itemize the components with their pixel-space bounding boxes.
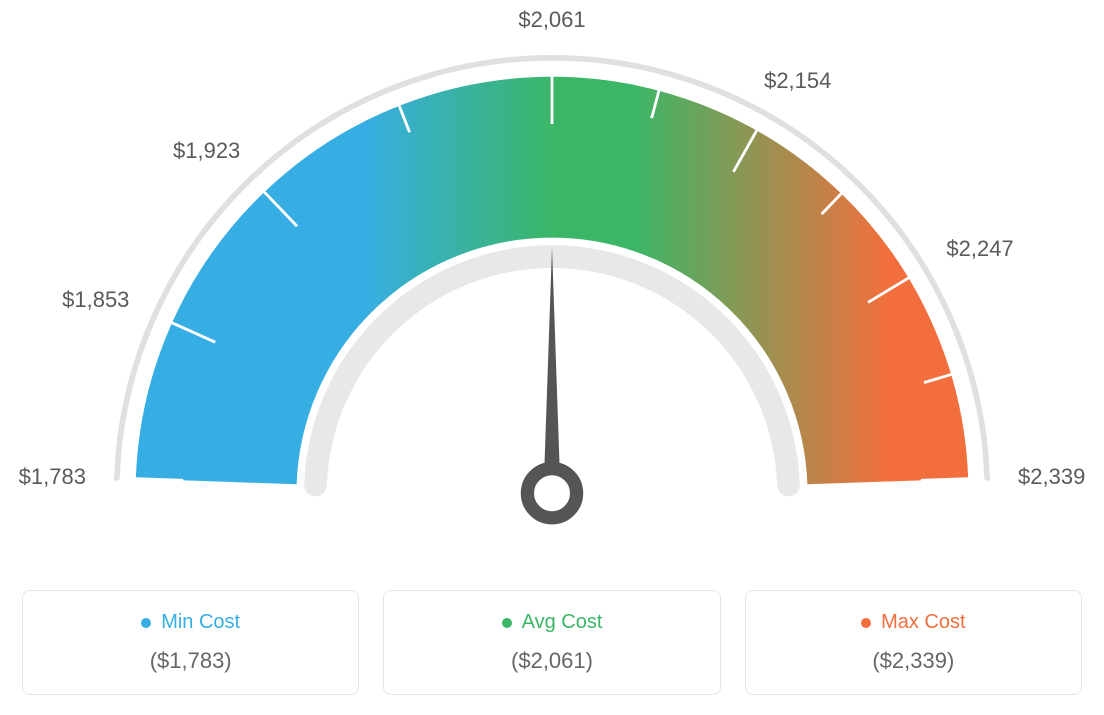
gauge-tick-label: $1,783 <box>19 464 86 490</box>
gauge-tick-label: $1,853 <box>62 287 129 313</box>
legend-value-max: ($2,339) <box>762 648 1065 674</box>
gauge-tick-label: $2,061 <box>518 7 585 33</box>
legend-title-text: Max Cost <box>881 611 965 634</box>
gauge-tick-label: $1,923 <box>173 138 240 164</box>
dot-icon <box>502 618 512 628</box>
gauge-tick-label: $2,154 <box>764 68 831 94</box>
legend-value-min: ($1,783) <box>39 648 342 674</box>
dot-icon <box>861 618 871 628</box>
dot-icon <box>141 618 151 628</box>
legend-title-text: Avg Cost <box>522 611 603 634</box>
legend-card-avg: Avg Cost ($2,061) <box>383 590 720 695</box>
legend-title-text: Min Cost <box>161 611 240 634</box>
legend-card-min: Min Cost ($1,783) <box>22 590 359 695</box>
legend-title-max: Max Cost <box>861 611 965 634</box>
gauge-chart: $1,783$1,853$1,923$2,061$2,154$2,247$2,3… <box>22 20 1082 550</box>
legend-card-max: Max Cost ($2,339) <box>745 590 1082 695</box>
legend: Min Cost ($1,783) Avg Cost ($2,061) Max … <box>22 590 1082 695</box>
legend-value-avg: ($2,061) <box>400 648 703 674</box>
gauge-svg <box>22 20 1082 550</box>
legend-title-avg: Avg Cost <box>502 611 603 634</box>
gauge-tick-label: $2,247 <box>946 236 1013 262</box>
legend-title-min: Min Cost <box>141 611 240 634</box>
gauge-tick-label: $2,339 <box>1018 464 1085 490</box>
